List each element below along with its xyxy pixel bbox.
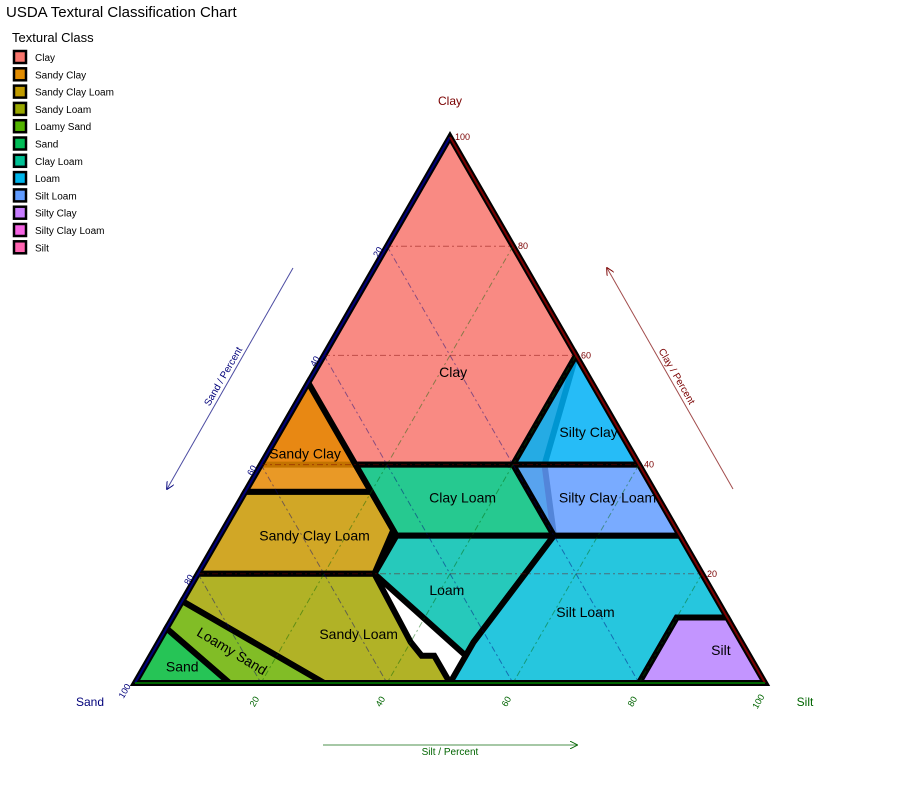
tick-sand-60: 60 — [245, 464, 259, 478]
region-label-loam: Loam — [429, 582, 464, 598]
region-label-silty-clay-loam: Silty Clay Loam — [559, 489, 656, 505]
legend-swatch-silt — [12, 240, 28, 255]
legend-label-silt-loam: Silt Loam — [35, 191, 77, 202]
tick-clay-80: 80 — [518, 241, 528, 251]
tick-clay-60: 60 — [581, 350, 591, 360]
tick-clay-100: 100 — [455, 132, 470, 142]
axis-arrow-clay — [607, 268, 734, 490]
tick-sand-80: 80 — [182, 573, 196, 587]
legend: Textural Class Clay Sandy Clay Sandy Clay … — [12, 30, 114, 255]
gridline-sand-60 — [260, 464, 388, 684]
tick-silt-60: 60 — [500, 695, 514, 709]
axis-title-silt: Silt / Percent — [422, 747, 479, 758]
tick-silt-80: 80 — [626, 695, 640, 709]
legend-swatch-silty-clay-loam — [12, 222, 28, 238]
legend-swatch-silty-clay — [12, 205, 28, 220]
legend-swatch-sandy-loam — [12, 101, 28, 117]
legend-label-sandy-clay: Sandy Clay — [35, 70, 86, 81]
tick-sand-100: 100 — [117, 682, 133, 700]
tick-silt-40: 40 — [374, 695, 388, 709]
region-label-clay-loam: Clay Loam — [429, 489, 496, 505]
legend-swatch-silt-loam — [12, 188, 28, 203]
legend-swatch-loamy-sand — [12, 118, 28, 134]
axis-title-sand: Sand / Percent — [203, 345, 246, 408]
legend-swatch-sandy-clay-loam — [12, 84, 28, 99]
legend-label-sandy-loam: Sandy Loam — [35, 105, 91, 116]
region-label-silt-loam: Silt Loam — [556, 604, 614, 620]
region-label-clay: Clay — [439, 364, 467, 380]
tick-clay-40: 40 — [644, 460, 654, 470]
gridline-sand-20 — [386, 245, 640, 684]
legend-label-silty-clay-loam: Silty Clay Loam — [35, 226, 104, 237]
tick-sand-40: 40 — [308, 354, 322, 368]
legend-swatch-loam — [12, 170, 28, 186]
edge-sand — [134, 136, 451, 684]
tick-silt-20: 20 — [248, 695, 262, 709]
legend-label-loam: Loam — [35, 174, 60, 185]
triangle-outline — [134, 136, 766, 684]
region-label-sandy-loam: Sandy Loam — [319, 626, 398, 642]
vertex-label-silt: Silt — [797, 695, 814, 709]
vertex-label-sand: Sand — [76, 695, 104, 709]
gridline-silt-20 — [260, 245, 514, 684]
legend-title: Textural Class — [12, 30, 94, 45]
region-label-silt: Silt — [711, 642, 731, 658]
legend-swatch-sand — [12, 136, 28, 151]
edge-clay — [449, 136, 766, 684]
legend-label-sandy-clay-loam: Sandy Clay Loam — [35, 88, 114, 99]
legend-label-loamy-sand: Loamy Sand — [35, 122, 91, 133]
gridline-silt-60 — [512, 464, 640, 684]
tick-silt-100: 100 — [750, 692, 766, 710]
region-label-sand: Sand — [166, 659, 199, 675]
legend-label-clay: Clay — [35, 53, 55, 64]
vertex-label-clay: Clay — [438, 94, 462, 108]
chart-title: USDA Textural Classification Chart — [6, 4, 237, 21]
region-label-sandy-clay: Sandy Clay — [269, 446, 341, 462]
legend-label-silt: Silt — [35, 243, 49, 254]
legend-swatch-clay-loam — [12, 153, 28, 169]
region-label-silty-clay: Silty Clay — [559, 424, 617, 440]
regions — [129, 130, 771, 686]
axis-arrow-sand — [167, 267, 294, 489]
legend-swatch-clay — [12, 49, 28, 65]
tick-sand-20: 20 — [371, 245, 385, 259]
region-label-sandy-clay-loam: Sandy Clay Loam — [259, 528, 370, 544]
legend-label-clay-loam: Clay Loam — [35, 157, 83, 168]
legend-label-sand: Sand — [35, 140, 58, 151]
tick-clay-20: 20 — [707, 569, 717, 579]
legend-label-silty-clay: Silty Clay — [35, 209, 77, 220]
axis-title-clay: Clay / Percent — [656, 347, 697, 407]
legend-swatch-sandy-clay — [12, 67, 28, 82]
